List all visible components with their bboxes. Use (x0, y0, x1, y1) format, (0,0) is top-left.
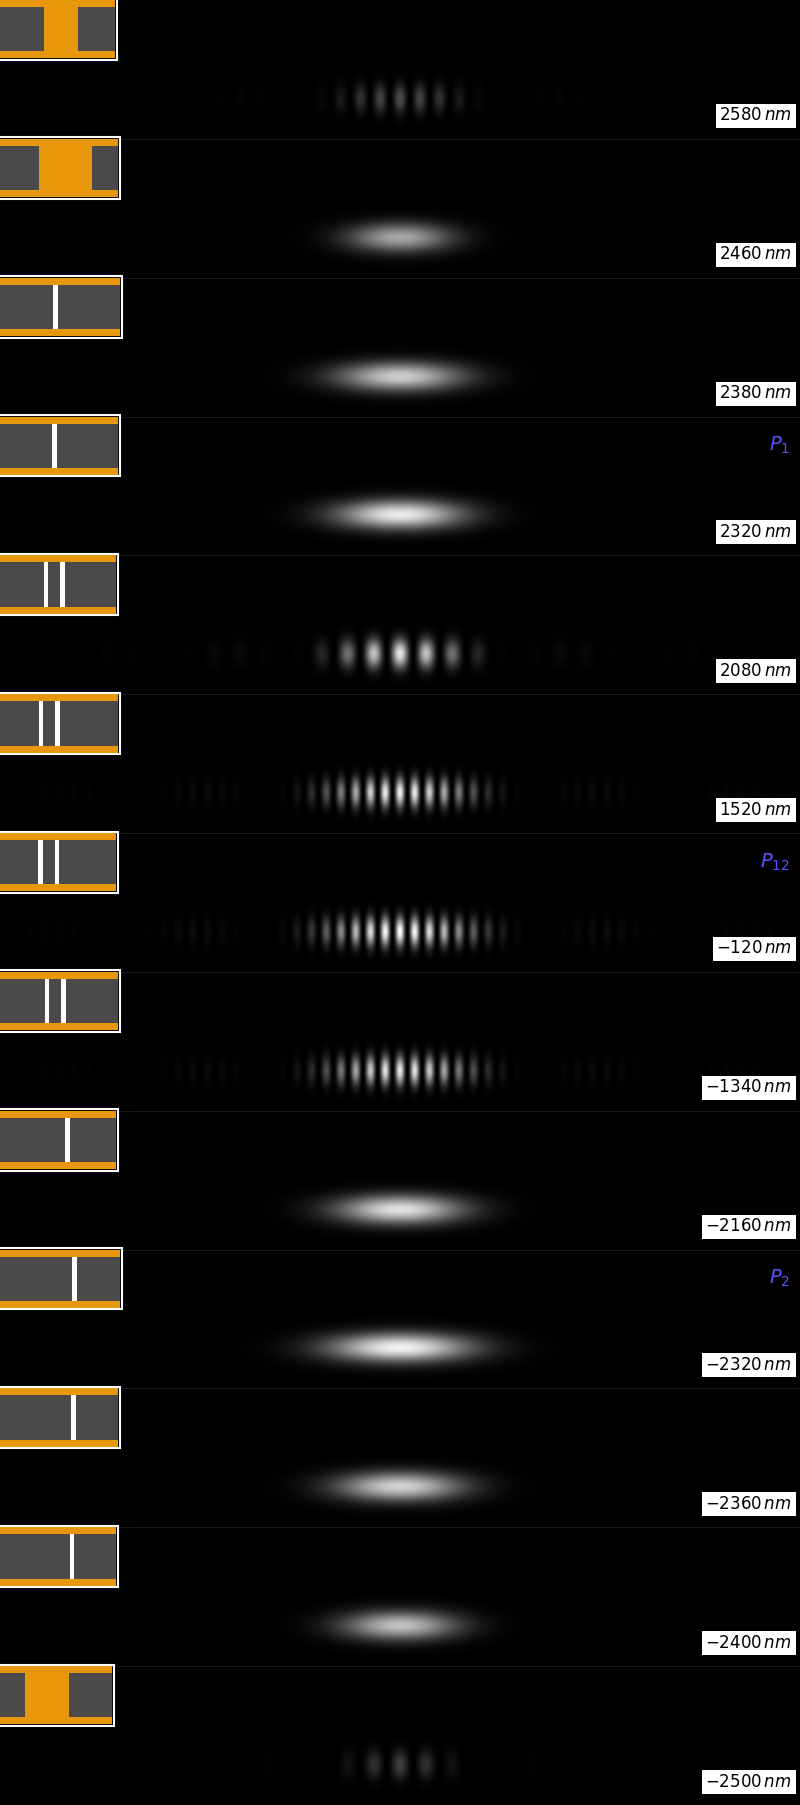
Bar (0, 1256, 72, 1301)
Text: $2320\,nm$: $2320\,nm$ (719, 523, 792, 542)
Bar (0, 7, 44, 51)
Bar (0, 0, 800, 139)
Bar (65, 1117, 70, 1162)
Bar (45, 978, 50, 1023)
Text: $2460\,nm$: $2460\,nm$ (719, 245, 792, 264)
Bar (0, 139, 800, 278)
Bar (0, 556, 116, 614)
Bar (0, 1249, 800, 1388)
Bar (0, 834, 800, 971)
Bar (70, 1117, 116, 1162)
Bar (60, 563, 65, 606)
Bar (57, 424, 118, 467)
Bar (0, 1666, 112, 1724)
Bar (0, 556, 800, 695)
Bar (0, 693, 119, 754)
Text: $2380\,nm$: $2380\,nm$ (719, 384, 792, 403)
Bar (62, 978, 66, 1023)
Bar (0, 137, 119, 199)
Bar (78, 7, 115, 51)
Text: $P_2$: $P_2$ (769, 1269, 790, 1289)
Bar (0, 695, 118, 753)
Bar (58, 285, 120, 329)
Bar (0, 1388, 800, 1527)
Bar (0, 700, 118, 745)
Bar (0, 1110, 116, 1170)
Bar (54, 839, 59, 884)
Text: $−2500\,nm$: $−2500\,nm$ (706, 1774, 792, 1791)
Bar (0, 554, 118, 616)
Bar (0, 1534, 70, 1579)
Bar (0, 971, 119, 1032)
Bar (0, 1673, 25, 1718)
Text: $P_{12}$: $P_{12}$ (760, 852, 790, 874)
Bar (0, 285, 53, 329)
Bar (0, 1527, 800, 1666)
Bar (0, 415, 119, 477)
Bar (0, 278, 800, 417)
Bar (0, 1386, 119, 1448)
Bar (75, 1395, 118, 1440)
Text: $−2360\,nm$: $−2360\,nm$ (706, 1496, 792, 1513)
Bar (39, 700, 43, 745)
Text: $2080\,nm$: $2080\,nm$ (719, 662, 792, 680)
Bar (0, 695, 800, 834)
Bar (0, 0, 117, 60)
Bar (0, 1527, 116, 1585)
Text: $−2400\,nm$: $−2400\,nm$ (706, 1635, 792, 1652)
Bar (0, 1110, 800, 1249)
Bar (0, 971, 118, 1031)
Bar (0, 1110, 118, 1171)
Bar (0, 1249, 120, 1309)
Text: $1520\,nm$: $1520\,nm$ (719, 801, 792, 819)
Text: $P_1$: $P_1$ (769, 435, 790, 457)
Bar (0, 971, 800, 1110)
Bar (70, 1673, 112, 1718)
Bar (0, 0, 115, 58)
Bar (55, 700, 60, 745)
Bar (70, 1395, 75, 1440)
Text: $2580\,nm$: $2580\,nm$ (719, 106, 792, 125)
Bar (0, 1664, 114, 1726)
Bar (0, 278, 120, 336)
Bar (70, 1534, 74, 1579)
Text: $−1340\,nm$: $−1340\,nm$ (706, 1079, 792, 1096)
Bar (0, 1117, 65, 1162)
Bar (38, 839, 42, 884)
Bar (72, 1256, 77, 1301)
Bar (0, 417, 800, 556)
Bar (0, 424, 52, 467)
Bar (0, 1388, 118, 1448)
Bar (0, 1666, 800, 1805)
Bar (92, 146, 118, 190)
Bar (0, 417, 118, 475)
Bar (0, 832, 118, 893)
Bar (0, 563, 116, 606)
Text: $−2160\,nm$: $−2160\,nm$ (706, 1218, 792, 1235)
Bar (0, 276, 122, 338)
Bar (52, 424, 57, 467)
Bar (0, 1247, 122, 1309)
Bar (0, 834, 116, 892)
Bar (0, 146, 39, 190)
Bar (0, 139, 118, 197)
Bar (74, 1534, 116, 1579)
Text: $−2320\,nm$: $−2320\,nm$ (706, 1357, 792, 1374)
Bar (44, 563, 49, 606)
Text: $−120\,nm$: $−120\,nm$ (716, 940, 792, 957)
Bar (0, 839, 116, 884)
Bar (77, 1256, 120, 1301)
Bar (0, 1525, 118, 1587)
Bar (53, 285, 58, 329)
Bar (0, 1395, 70, 1440)
Bar (0, 978, 118, 1023)
